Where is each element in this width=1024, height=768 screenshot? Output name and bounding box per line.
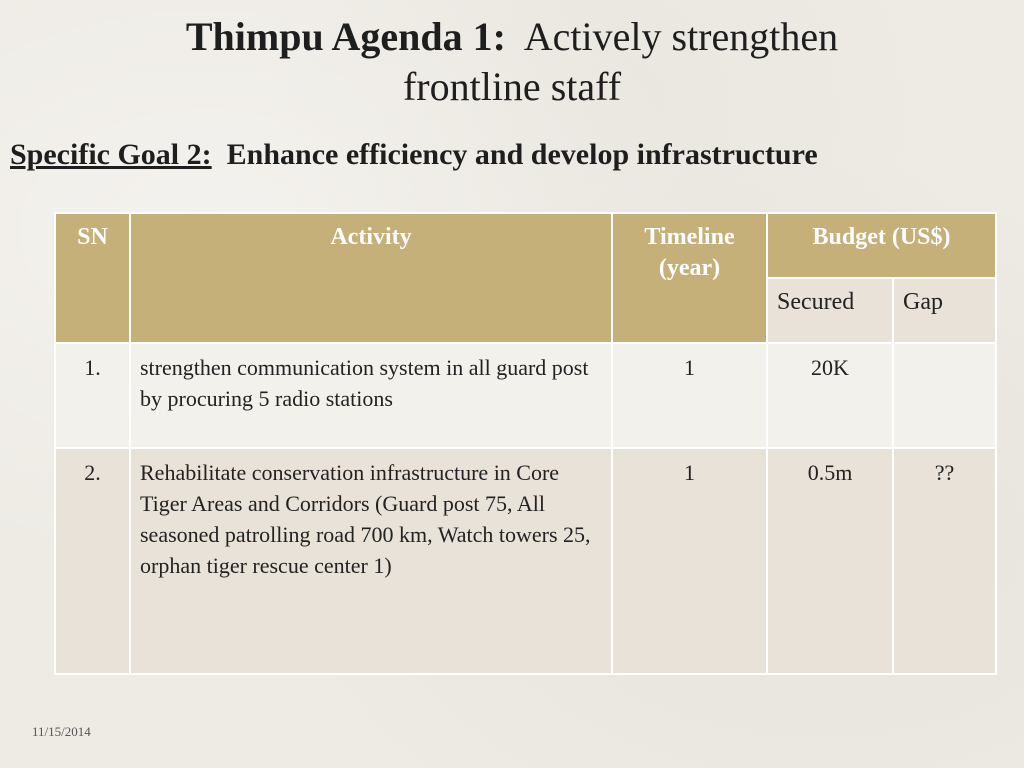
- table-row: 1. strengthen communication system in al…: [54, 342, 998, 449]
- row-timeline: 1: [611, 447, 768, 675]
- table-row: 2. Rehabilitate conservation infrastruct…: [54, 447, 998, 675]
- header-activity: Activity: [129, 212, 613, 344]
- header-gap: Gap: [891, 277, 998, 344]
- slide-title: Thimpu Agenda 1: Actively strengthen fro…: [0, 12, 1024, 112]
- slide-title-line1: Thimpu Agenda 1: Actively strengthen: [0, 12, 1024, 62]
- header-timeline-line2: (year): [658, 255, 721, 281]
- row-secured: 20K: [766, 342, 894, 449]
- slide-date: 11/15/2014: [32, 724, 91, 739]
- row-secured: 0.5m: [766, 447, 894, 675]
- row-sn: 1.: [54, 342, 131, 449]
- row-gap: ??: [891, 447, 998, 675]
- header-timeline: Timeline (year): [611, 212, 768, 344]
- slide-title-line2: frontline staff: [402, 64, 622, 109]
- row-sn: 2.: [54, 447, 131, 675]
- slide-subtitle: Specific Goal 2: Enhance efficiency and …: [10, 138, 818, 172]
- row-activity: Rehabilitate conservation infrastructure…: [129, 447, 613, 675]
- subtitle-label: Specific Goal 2:: [10, 138, 212, 171]
- header-budget: Budget (US$): [765, 212, 998, 279]
- subtitle-text: Enhance efficiency and develop infrastru…: [226, 138, 818, 171]
- slide-title-rest: Actively strengthen: [523, 14, 839, 59]
- row-timeline: 1: [611, 342, 768, 449]
- row-gap: [891, 342, 998, 449]
- table-subheader-row: Secured Gap: [55, 277, 998, 344]
- header-secured: Secured: [766, 277, 894, 344]
- slide-title-bold: Thimpu Agenda 1:: [185, 14, 506, 59]
- table-header-row: SN Activity Timeline (year) Budget (US$): [54, 212, 998, 344]
- header-timeline-line1: Timeline: [644, 224, 735, 250]
- header-sn: SN: [54, 212, 131, 344]
- budget-table: SN Activity Timeline (year) Budget (US$)…: [54, 212, 998, 675]
- row-activity: strengthen communication system in all g…: [129, 342, 613, 449]
